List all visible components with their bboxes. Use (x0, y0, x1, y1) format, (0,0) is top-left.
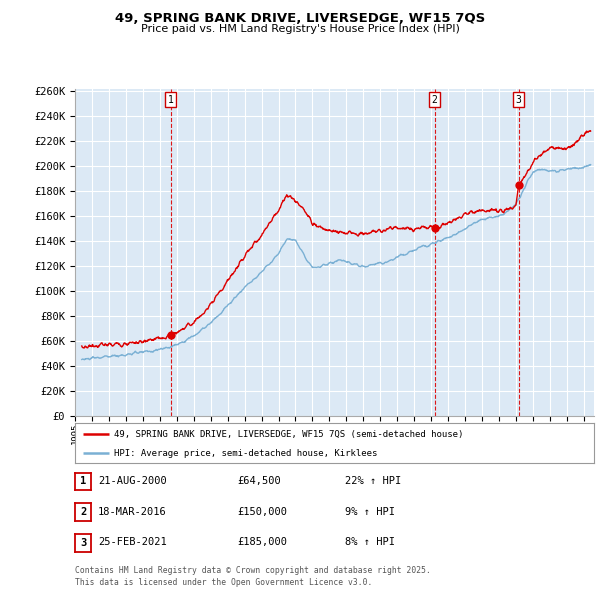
Text: 22% ↑ HPI: 22% ↑ HPI (345, 476, 401, 486)
Text: 3: 3 (515, 95, 521, 105)
Text: £150,000: £150,000 (237, 507, 287, 516)
Text: 1: 1 (168, 95, 173, 105)
Text: 21-AUG-2000: 21-AUG-2000 (98, 476, 167, 486)
Text: £185,000: £185,000 (237, 537, 287, 547)
Text: 2: 2 (80, 507, 86, 517)
Text: 3: 3 (80, 538, 86, 548)
Text: 49, SPRING BANK DRIVE, LIVERSEDGE, WF15 7QS (semi-detached house): 49, SPRING BANK DRIVE, LIVERSEDGE, WF15 … (114, 430, 463, 439)
Text: Contains HM Land Registry data © Crown copyright and database right 2025.
This d: Contains HM Land Registry data © Crown c… (75, 566, 431, 587)
Text: 18-MAR-2016: 18-MAR-2016 (98, 507, 167, 516)
Text: Price paid vs. HM Land Registry's House Price Index (HPI): Price paid vs. HM Land Registry's House … (140, 24, 460, 34)
Text: 1: 1 (80, 477, 86, 486)
Text: £64,500: £64,500 (237, 476, 281, 486)
Text: 49, SPRING BANK DRIVE, LIVERSEDGE, WF15 7QS: 49, SPRING BANK DRIVE, LIVERSEDGE, WF15 … (115, 12, 485, 25)
Text: 2: 2 (432, 95, 437, 105)
Text: 8% ↑ HPI: 8% ↑ HPI (345, 537, 395, 547)
Text: HPI: Average price, semi-detached house, Kirklees: HPI: Average price, semi-detached house,… (114, 448, 377, 458)
Text: 9% ↑ HPI: 9% ↑ HPI (345, 507, 395, 516)
Text: 25-FEB-2021: 25-FEB-2021 (98, 537, 167, 547)
